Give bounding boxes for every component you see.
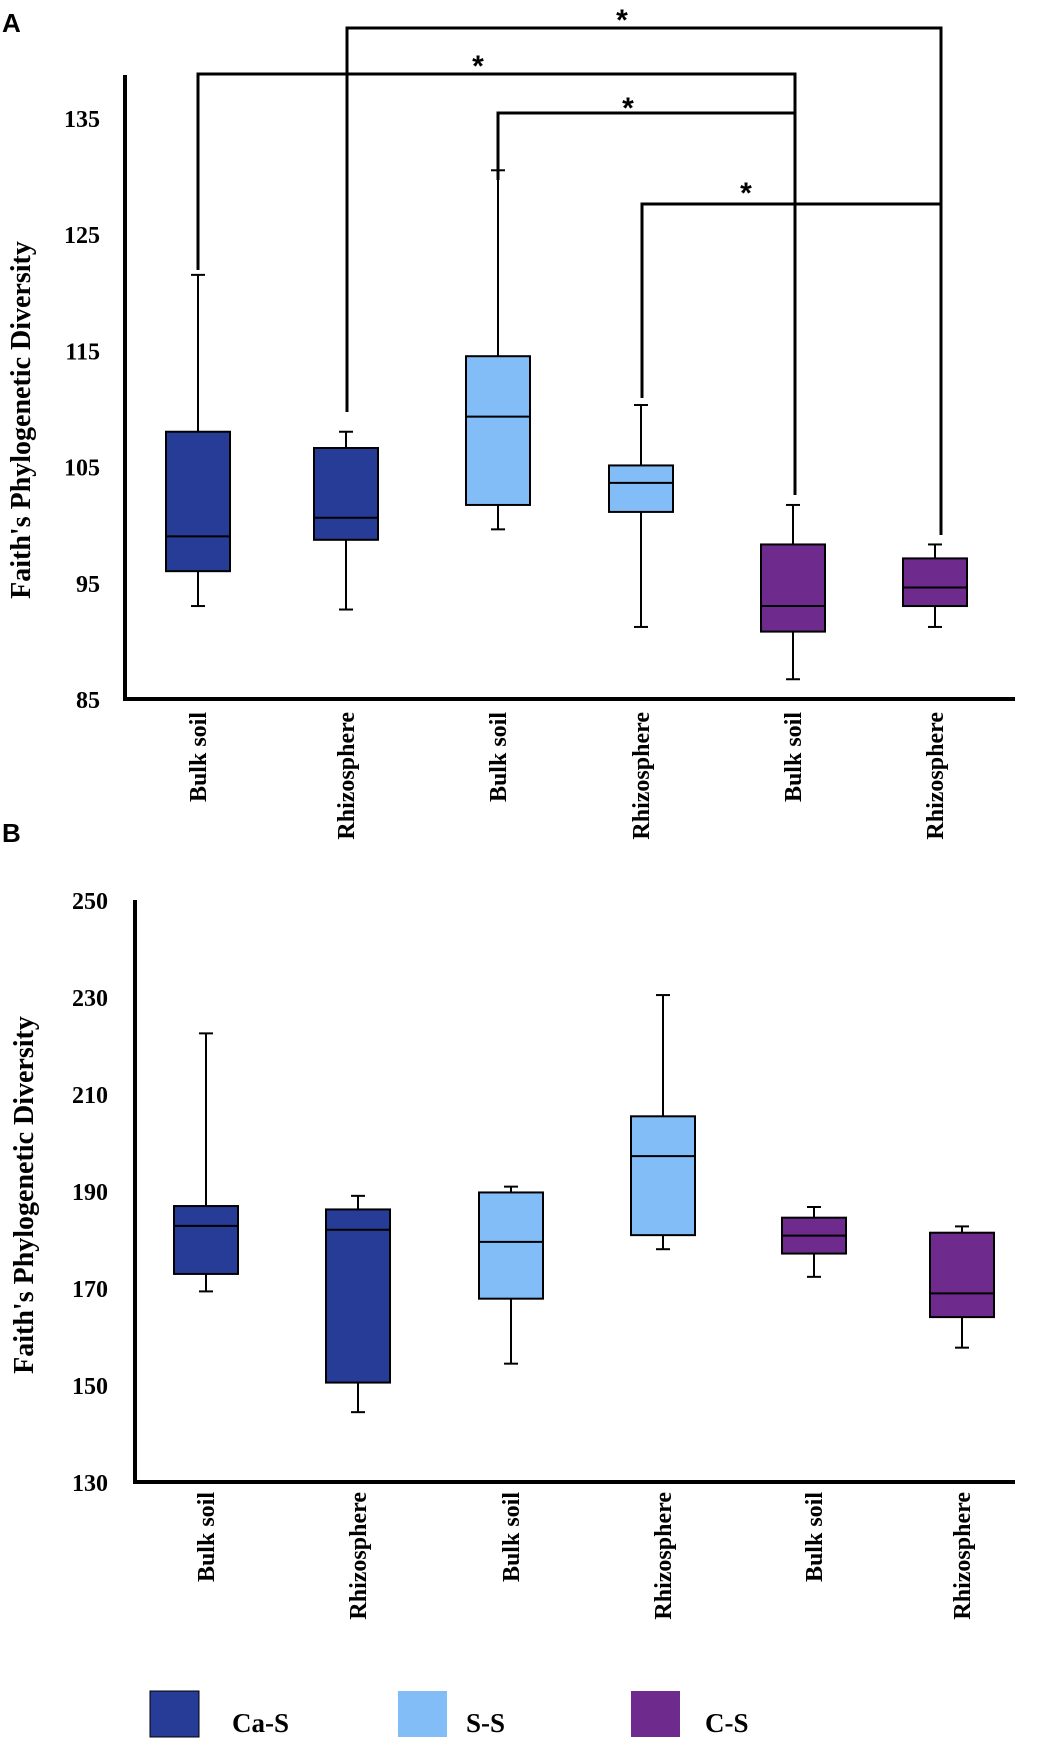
panel-b-x-tick-label: Rhizosphere	[950, 1492, 976, 1620]
panel-a-y-tick-label: 135	[64, 107, 100, 133]
panel-a-x-tick-label: Bulk soil	[486, 712, 512, 802]
panel-a-box	[760, 543, 826, 633]
panel-a-significance-bracket	[345, 26, 943, 535]
panel-b-box	[630, 1115, 696, 1237]
panel-b-x-tick-label: Bulk soil	[194, 1492, 220, 1582]
panel-a-box	[902, 557, 968, 608]
panel-b-x-tick-label: Bulk soil	[802, 1492, 828, 1582]
panel-b-y-tick-label: 150	[72, 1374, 108, 1400]
panel-b-y-tick-label: 130	[72, 1471, 108, 1497]
panel-a-x-tick-label: Rhizosphere	[923, 712, 949, 840]
panel-a-x-tick-label: Rhizosphere	[334, 712, 360, 840]
panel-a-y-tick-label: 115	[65, 339, 100, 365]
panel-a-y-tick-label: 85	[76, 688, 100, 714]
panel-a-y-tick-label: 95	[76, 572, 100, 598]
panel-a-y-tick-label: 105	[64, 456, 100, 482]
panel-b-x-tick-label: Bulk soil	[499, 1492, 525, 1582]
panel-b-x-tick-label: Rhizosphere	[651, 1492, 677, 1620]
legend-label-s-s: S-S	[466, 1708, 505, 1738]
legend-label-ca-s: Ca-S	[232, 1708, 289, 1738]
panel-b-box	[929, 1231, 995, 1319]
legend-swatch-ca-s	[149, 1690, 200, 1738]
panel-b-y-axis-label: Faith's Phylogenetic Diversity	[9, 1016, 40, 1374]
legend-label-c-s: C-S	[705, 1708, 749, 1738]
panel-a-significance-bracket	[496, 111, 797, 495]
panel-b-box	[325, 1208, 391, 1384]
panel-b-y-tick-label: 170	[72, 1277, 108, 1303]
panel-a-box	[608, 464, 674, 513]
panel-a-significance-star: *	[622, 92, 634, 125]
panel-a-box	[165, 430, 231, 573]
panel-a-y-axis-label: Faith's Phylogenetic Diversity	[6, 241, 37, 599]
panel-a-letter: A	[2, 8, 21, 38]
panel-b-y-tick-label: 190	[72, 1180, 108, 1206]
legend-swatch-c-s	[631, 1691, 680, 1737]
panel-b-box	[478, 1191, 544, 1300]
panel-a-significance-star: *	[740, 177, 752, 210]
legend-swatch-s-s	[398, 1691, 447, 1737]
panel-a-significance-bracket	[640, 202, 943, 535]
panel-a-box	[313, 447, 379, 541]
panel-b-x-tick-label: Rhizosphere	[346, 1492, 372, 1620]
panel-b-box	[173, 1205, 239, 1275]
panel-a-significance-star: *	[472, 50, 484, 83]
panel-a-significance-star: *	[616, 4, 628, 37]
panel-a-box	[465, 355, 531, 506]
panel-a-x-tick-label: Bulk soil	[186, 712, 212, 802]
panel-a-x-tick-label: Rhizosphere	[629, 712, 655, 840]
panel-a-x-tick-label: Bulk soil	[781, 712, 807, 802]
panel-a-y-tick-label: 125	[64, 223, 100, 249]
legend: Ca-S S-S C-S	[149, 1690, 749, 1738]
panel-b-y-tick-label: 250	[72, 889, 108, 915]
panel-b-chart: 130 150 170 190 210 230 250 Faith's Phylogeneti…	[9, 889, 1015, 1620]
panel-b-y-tick-label: 230	[72, 986, 108, 1012]
panel-b-letter: B	[2, 818, 21, 848]
panel-b-y-tick-label: 210	[72, 1083, 108, 1109]
panel-a-chart: 85 95 105 115 125 135 Faith's Phylogenetic Div…	[6, 4, 1015, 840]
